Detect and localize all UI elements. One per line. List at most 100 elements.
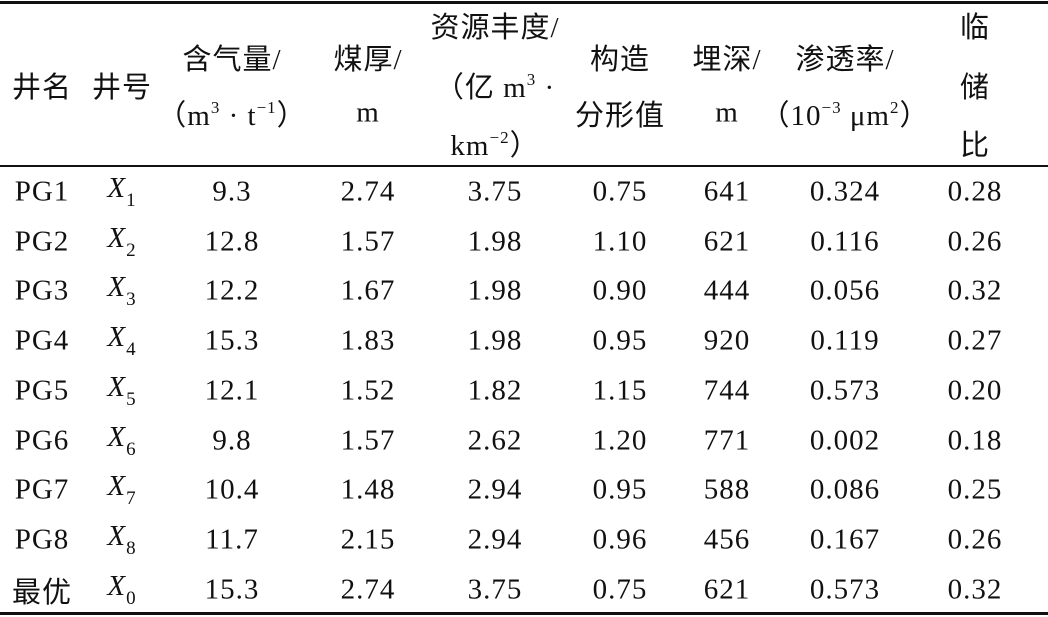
- data-cell: 2.94: [467, 473, 523, 506]
- well-name: PG6: [14, 424, 70, 456]
- data-cell: 9.3: [212, 175, 252, 208]
- id-subscript: 6: [126, 438, 137, 460]
- header-cell: （m3 · t−1）: [157, 92, 306, 134]
- id-subscript: 5: [126, 388, 137, 410]
- data-cell: 1.98: [467, 225, 523, 258]
- data-cell: 1.83: [340, 324, 396, 357]
- well-id: X6: [107, 421, 136, 461]
- data-cell: 0.96: [592, 523, 648, 556]
- well-id: X4: [107, 321, 136, 361]
- data-cell: 1.52: [340, 374, 396, 407]
- header-text: m: [715, 96, 739, 129]
- well-name: PG5: [14, 374, 70, 407]
- header-text: m: [356, 96, 380, 129]
- id-symbol: X: [107, 271, 127, 304]
- superscript: −2: [489, 128, 510, 147]
- header-text: 储: [959, 72, 991, 104]
- data-cell: 1.20: [592, 424, 648, 456]
- data-cell: 641: [703, 175, 751, 208]
- header-text: 含气量/: [182, 44, 282, 76]
- id-symbol: X: [107, 221, 127, 254]
- data-cell: 0.28: [947, 175, 1003, 208]
- header-cell: 比: [960, 122, 990, 164]
- id-subscript: 3: [126, 289, 137, 311]
- data-cell: 1.57: [340, 424, 396, 456]
- well-name: 最优: [11, 576, 73, 609]
- header-cell: 渗透率/: [795, 36, 894, 78]
- well-id: X8: [107, 520, 136, 560]
- data-cell: 1.15: [592, 374, 648, 407]
- data-cell: 0.90: [592, 274, 648, 307]
- id-symbol: X: [107, 420, 127, 453]
- data-cell: 0.056: [809, 274, 881, 307]
- well-name: PG8: [14, 523, 70, 556]
- header-text: 分形值: [574, 100, 666, 132]
- data-cell: 456: [703, 523, 751, 556]
- header-text: 临: [959, 12, 991, 44]
- data-cell: 11.7: [205, 523, 259, 556]
- superscript: 3: [526, 70, 537, 89]
- data-cell: 12.2: [204, 274, 260, 307]
- data-cell: 2.94: [467, 523, 523, 556]
- data-cell: 3.75: [467, 573, 523, 606]
- well-id: X0: [107, 570, 136, 610]
- id-subscript: 4: [126, 339, 137, 361]
- header-text: μm: [841, 100, 890, 132]
- id-subscript: 7: [126, 488, 137, 510]
- header-rule: [0, 165, 1048, 167]
- header-cell: 临: [960, 4, 990, 46]
- header-text: 埋深/: [692, 44, 762, 76]
- data-cell: 1.98: [467, 324, 523, 357]
- header-cell: 煤厚/: [333, 36, 402, 78]
- data-cell: 0.75: [592, 175, 648, 208]
- data-cell: 1.82: [467, 374, 523, 407]
- data-cell: 3.75: [467, 175, 523, 208]
- data-cell: 0.32: [947, 274, 1003, 307]
- header-text: · t: [220, 100, 257, 132]
- superscript: 3: [210, 98, 221, 117]
- data-cell: 0.95: [592, 473, 648, 506]
- header-cell: 埋深/: [692, 36, 761, 78]
- data-cell: 1.48: [340, 473, 396, 506]
- header-text: （亿 m: [434, 72, 527, 104]
- data-cell: 1.10: [592, 225, 648, 258]
- data-cell: 10.4: [204, 473, 260, 506]
- header-text: 构造: [589, 44, 651, 76]
- id-subscript: 0: [126, 587, 137, 609]
- data-cell: 2.74: [340, 175, 396, 208]
- id-symbol: X: [107, 470, 127, 503]
- well-name: PG7: [14, 473, 70, 506]
- header-text: 资源丰度/: [430, 12, 560, 44]
- data-cell: 920: [703, 324, 751, 357]
- data-cell: 0.27: [947, 324, 1003, 357]
- data-cell: 0.119: [810, 324, 880, 357]
- header-text: ）: [276, 100, 307, 132]
- data-cell: 0.086: [809, 473, 881, 506]
- header-cell: 储: [960, 64, 990, 106]
- data-cell: 0.95: [592, 324, 648, 357]
- well-name: PG3: [14, 274, 70, 307]
- well-id: X3: [107, 271, 136, 311]
- data-cell: 621: [703, 225, 751, 258]
- header-cell: m: [356, 97, 380, 130]
- data-cell: 15.3: [204, 573, 260, 606]
- well-name: PG4: [14, 324, 70, 357]
- well-name: PG1: [14, 175, 70, 208]
- header-cell: （10−3 μm2）: [761, 92, 930, 134]
- bottom-rule: [0, 612, 1048, 615]
- superscript: −1: [256, 98, 277, 117]
- data-cell: 12.8: [204, 225, 260, 258]
- header-text: 煤厚/: [333, 44, 403, 76]
- id-symbol: X: [107, 569, 127, 602]
- data-cell: 588: [703, 473, 751, 506]
- data-cell: 744: [703, 374, 751, 407]
- id-symbol: X: [107, 172, 127, 204]
- superscript: 2: [889, 98, 900, 117]
- data-cell: 1.98: [467, 274, 523, 307]
- data-cell: 0.324: [809, 175, 881, 208]
- header-text: ）: [899, 100, 930, 132]
- data-cell: 0.167: [809, 523, 881, 556]
- header-text: （m: [157, 100, 211, 132]
- header-cell: 分形值: [575, 92, 665, 134]
